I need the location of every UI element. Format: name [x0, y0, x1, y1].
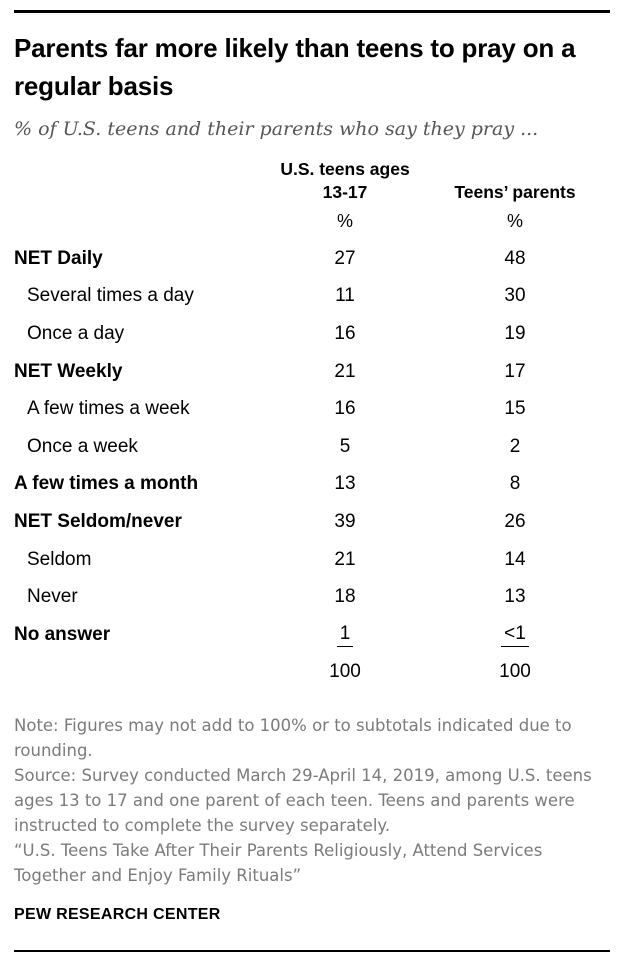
parents-value: 19 — [504, 322, 526, 344]
underlined-value: <1 — [501, 623, 529, 647]
underlined-value: 1 — [336, 623, 354, 647]
column-header-parents: Teens’ parents — [454, 182, 576, 202]
unit-teens: % — [336, 211, 353, 231]
chart-subtitle: % of U.S. teens and their parents who sa… — [14, 118, 539, 140]
parents-value: 48 — [504, 247, 526, 269]
table-row-never: Never 18 13 — [14, 578, 610, 616]
teens-value: 27 — [334, 247, 356, 269]
unit-row: % % — [14, 211, 610, 232]
row-label: Never — [27, 586, 78, 608]
teens-value: 21 — [334, 360, 356, 382]
table-row-once-a-week: Once a week 5 2 — [14, 428, 610, 466]
pew-research-center-wordmark: PEW RESEARCH CENTER — [14, 906, 221, 924]
row-label: A few times a month — [14, 473, 199, 495]
table-row-no-answer: No answer 1 <1 — [14, 616, 610, 654]
parents-value: 26 — [504, 510, 526, 532]
unit-spacer — [14, 211, 270, 232]
row-label: NET Seldom/never — [14, 510, 182, 532]
table-row-net-weekly: NET Weekly 21 17 — [14, 353, 610, 391]
row-label: No answer — [14, 623, 111, 645]
table-row-total: 100 100 — [14, 654, 610, 692]
row-label: Once a day — [27, 322, 125, 344]
unit-parents: % — [506, 211, 523, 231]
parents-value: 14 — [504, 548, 526, 570]
teens-value: 39 — [334, 510, 356, 532]
pew-report-card: Parents far more likely than teens to pr… — [14, 10, 610, 953]
table-body: NET Daily 27 48 Several times a day 11 3… — [14, 240, 610, 691]
table-row-net-seldom-never: NET Seldom/never 39 26 — [14, 503, 610, 541]
teens-value: 5 — [339, 435, 351, 457]
table-row-a-few-times-a-month: A few times a month 13 8 — [14, 466, 610, 504]
teens-value: 16 — [334, 322, 356, 344]
parents-value: 13 — [504, 586, 526, 608]
parents-value: 100 — [499, 661, 531, 683]
note-report-title: “U.S. Teens Take After Their Parents Rel… — [14, 841, 543, 886]
teens-value: 18 — [334, 586, 356, 608]
parents-value: 15 — [504, 398, 526, 420]
note-source: Source: Survey conducted March 29-April … — [14, 766, 592, 836]
row-label: Seldom — [27, 548, 92, 570]
table-header-row: U.S. teens ages 13-17 Teens’ parents — [14, 158, 610, 204]
teens-value: 13 — [334, 473, 356, 495]
row-label: NET Weekly — [14, 360, 123, 382]
parents-value: 8 — [509, 473, 521, 495]
table-row-net-daily: NET Daily 27 48 — [14, 240, 610, 278]
parents-value: <1 — [420, 623, 610, 647]
data-table: U.S. teens ages 13-17 Teens’ parents % %… — [14, 158, 610, 691]
teens-value: 16 — [334, 398, 356, 420]
teens-value: 11 — [335, 285, 355, 307]
table-row-once-a-day: Once a day 16 19 — [14, 315, 610, 353]
table-row-a-few-times-a-week: A few times a week 16 15 — [14, 390, 610, 428]
row-label: NET Daily — [14, 247, 103, 269]
teens-value: 21 — [334, 548, 356, 570]
row-label: Several times a day — [27, 285, 194, 307]
footnotes: Note: Figures may not add to 100% or to … — [14, 713, 610, 888]
parents-value: 2 — [509, 435, 521, 457]
teens-value: 1 — [270, 623, 420, 647]
row-label: A few times a week — [27, 398, 190, 420]
teens-value: 100 — [329, 661, 361, 683]
table-row-seldom: Seldom 21 14 — [14, 541, 610, 579]
bottom-rule — [14, 950, 610, 953]
top-rule — [14, 10, 610, 13]
parents-value: 30 — [504, 285, 526, 307]
table-row-several-times-a-day: Several times a day 11 30 — [14, 278, 610, 316]
row-label: Once a week — [27, 435, 138, 457]
column-header-teens: U.S. teens ages 13-17 — [280, 159, 410, 202]
parents-value: 17 — [504, 360, 526, 382]
chart-title: Parents far more likely than teens to pr… — [14, 33, 576, 101]
note-rounding: Note: Figures may not add to 100% or to … — [14, 716, 572, 761]
